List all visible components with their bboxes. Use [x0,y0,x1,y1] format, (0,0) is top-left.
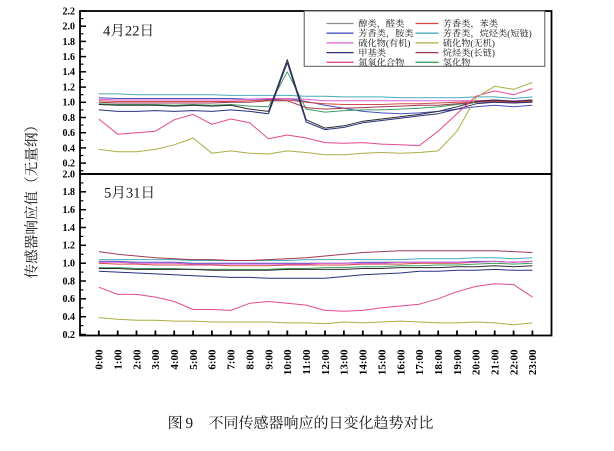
svg-text:23:00: 23:00 [527,349,539,375]
svg-text:2.0: 2.0 [63,169,76,180]
svg-text:0.2: 0.2 [63,330,76,341]
svg-text:21:00: 21:00 [490,349,502,375]
svg-text:17:00: 17:00 [414,349,426,375]
svg-text:0.6: 0.6 [63,294,76,305]
svg-text:8:00: 8:00 [244,349,256,370]
svg-text:7:00: 7:00 [226,349,238,370]
svg-text:1.0: 1.0 [63,98,76,109]
svg-text:0.8: 0.8 [63,276,76,287]
svg-text:16:00: 16:00 [395,349,407,375]
svg-text:3:00: 3:00 [150,349,162,370]
svg-text:1.0: 1.0 [63,259,76,270]
svg-text:12:00: 12:00 [320,349,332,375]
svg-text:0.2: 0.2 [63,159,76,170]
svg-text:11:00: 11:00 [301,349,313,375]
svg-text:1.8: 1.8 [63,187,76,198]
svg-text:20:00: 20:00 [471,349,483,375]
svg-text:22:00: 22:00 [508,349,520,375]
svg-text:1.2: 1.2 [63,241,76,252]
svg-text:2.0: 2.0 [63,22,76,33]
svg-text:0.4: 0.4 [63,312,76,323]
svg-text:19:00: 19:00 [452,349,464,375]
svg-text:1:00: 1:00 [113,349,125,370]
svg-text:1.6: 1.6 [63,52,76,63]
svg-text:4:00: 4:00 [169,349,181,370]
svg-text:15:00: 15:00 [376,349,388,375]
svg-text:2.2: 2.2 [63,6,76,17]
svg-text:10:00: 10:00 [282,349,294,375]
svg-text:2:00: 2:00 [131,349,143,370]
svg-text:1.8: 1.8 [63,37,76,48]
svg-text:6:00: 6:00 [207,349,219,370]
svg-text:9:00: 9:00 [263,349,275,370]
svg-text:18:00: 18:00 [433,349,445,375]
svg-text:0:00: 0:00 [94,349,106,370]
svg-text:0.8: 0.8 [63,113,76,124]
svg-text:14:00: 14:00 [358,349,370,375]
svg-text:1.4: 1.4 [63,223,76,234]
svg-text:1.2: 1.2 [63,83,76,94]
svg-text:0.6: 0.6 [63,128,76,139]
svg-text:1.6: 1.6 [63,205,76,216]
svg-text:13:00: 13:00 [339,349,351,375]
svg-text:0.4: 0.4 [63,143,76,154]
svg-text:1.4: 1.4 [63,67,76,78]
svg-text:5:00: 5:00 [188,349,200,370]
